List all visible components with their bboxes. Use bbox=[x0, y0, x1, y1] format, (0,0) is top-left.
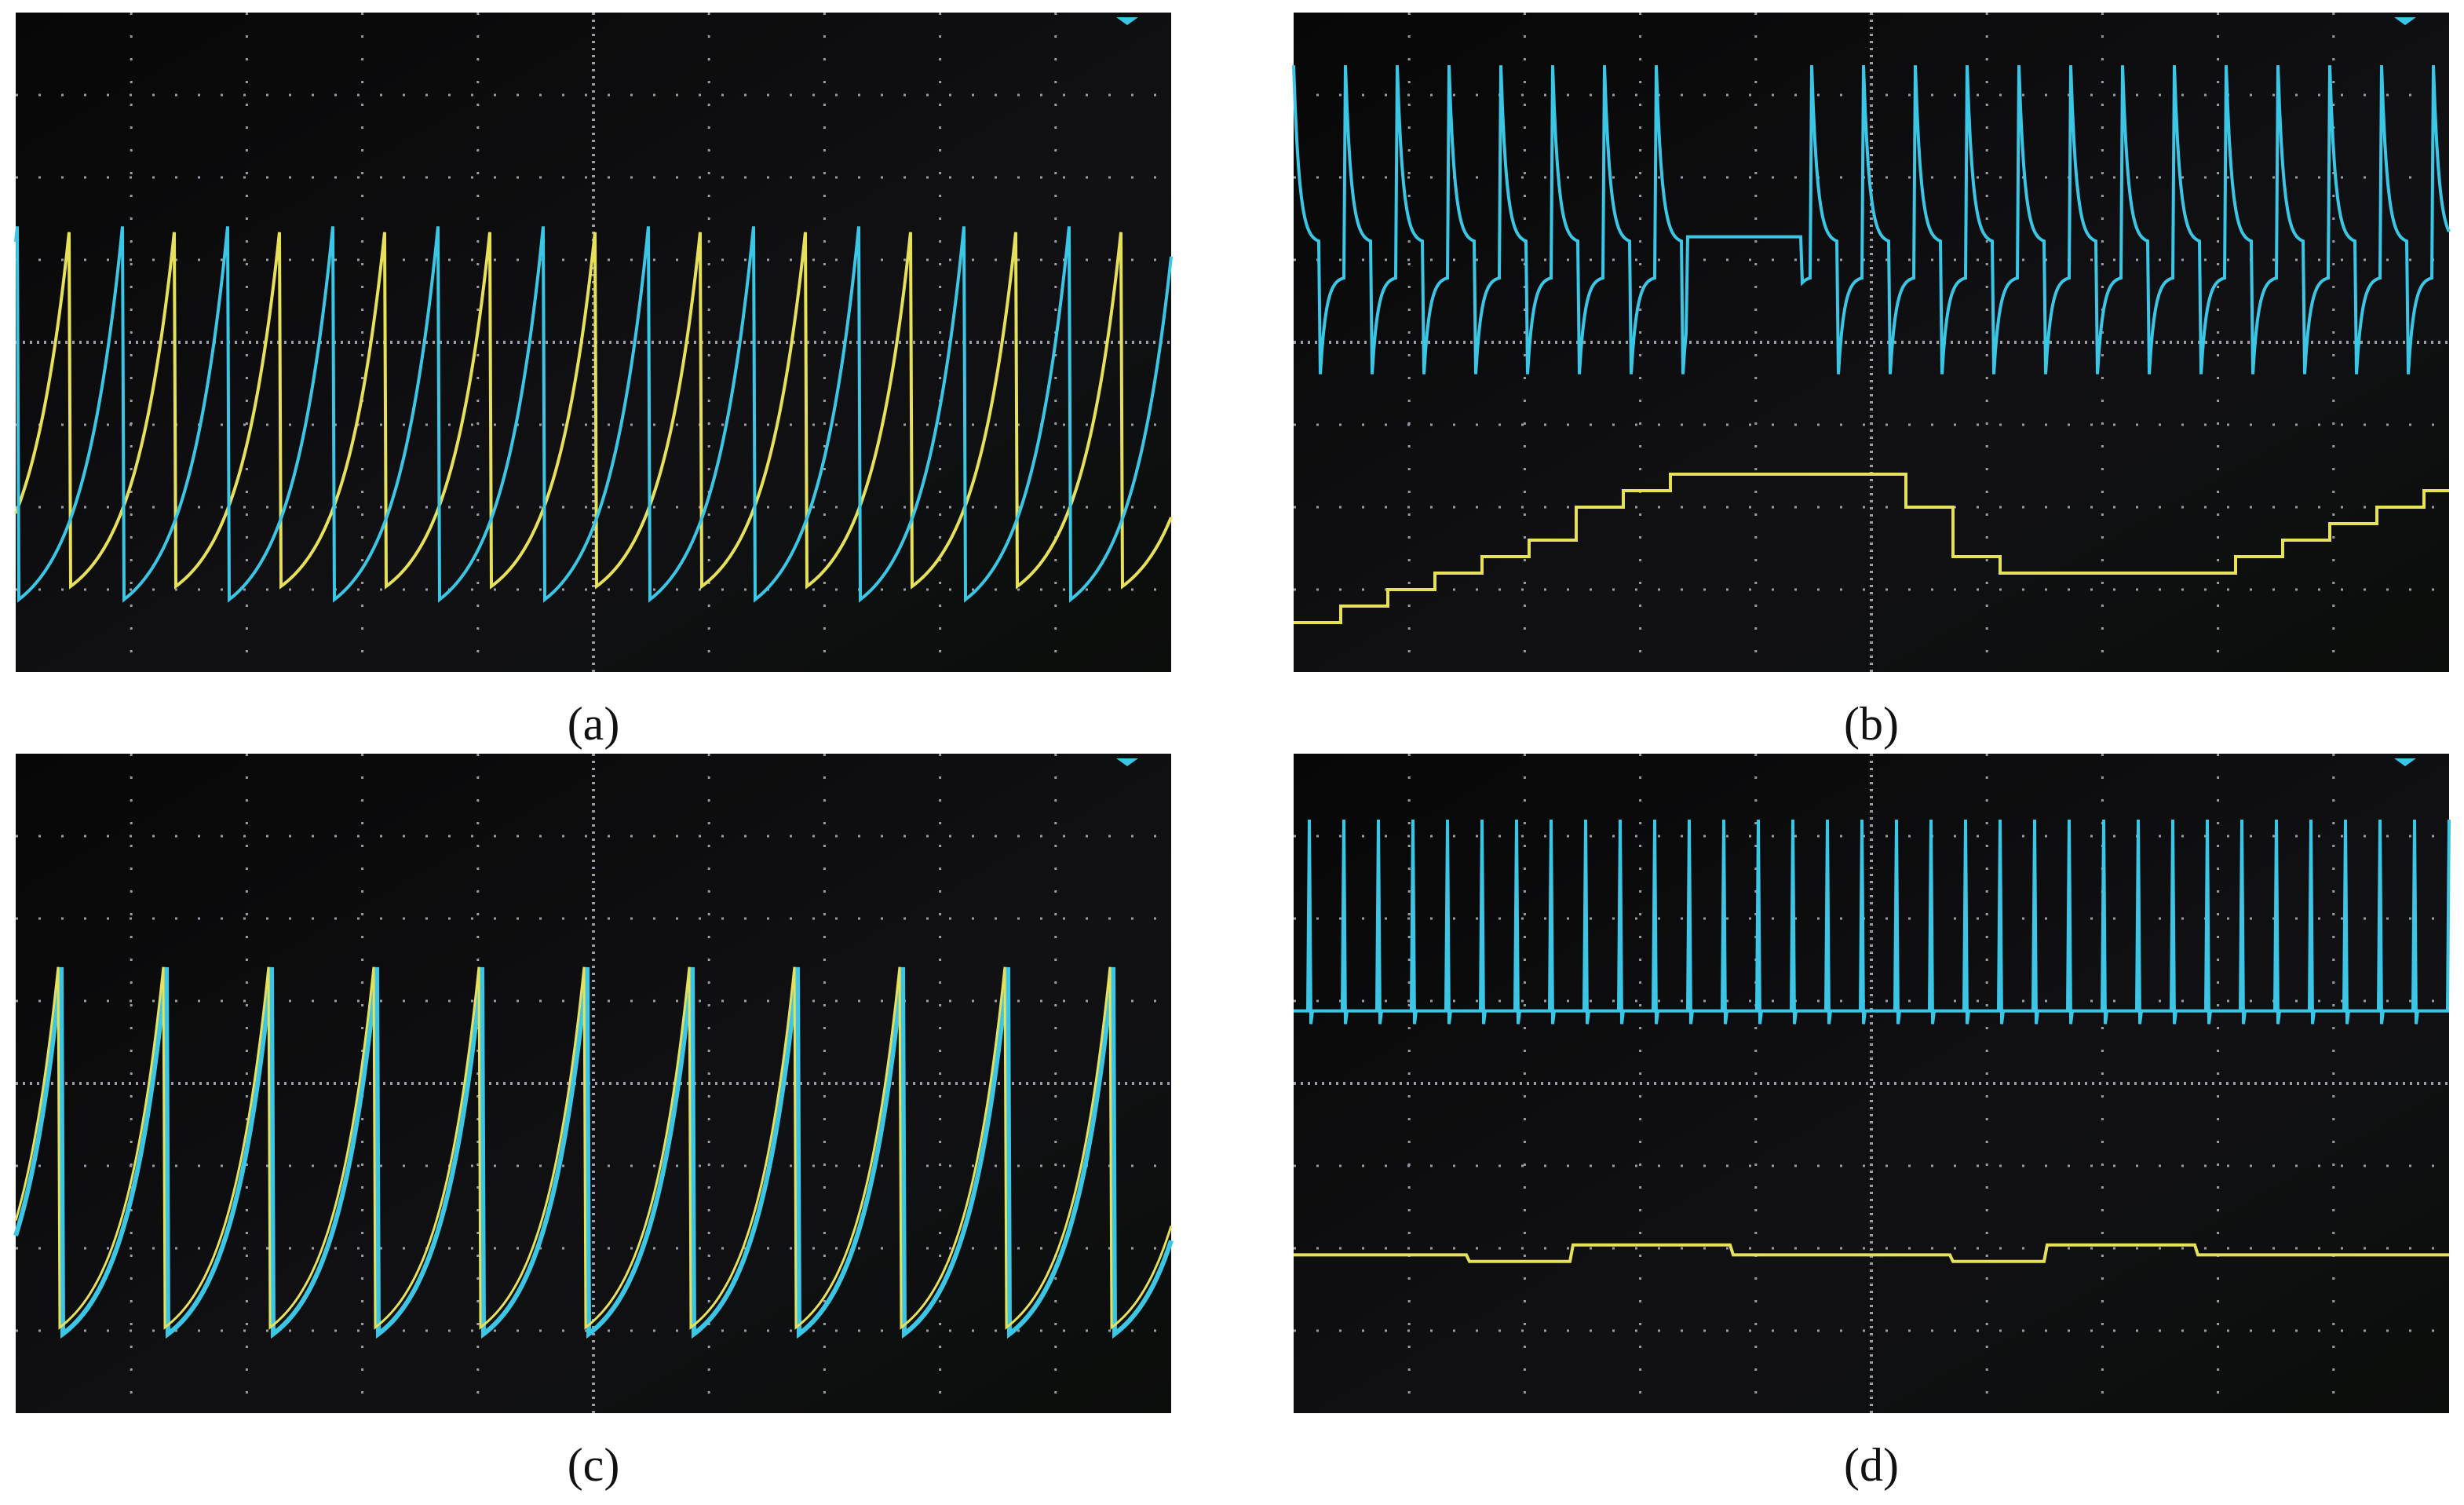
scope-panel bbox=[1292, 13, 2451, 672]
panel-caption: (c) bbox=[568, 1439, 620, 1491]
trace-yellow bbox=[1294, 1243, 2449, 1263]
trace-cyan bbox=[14, 226, 1173, 603]
trace-cyan bbox=[1294, 819, 2451, 1025]
trace-yellow bbox=[1294, 473, 2449, 624]
trace-cyan bbox=[1292, 65, 2451, 374]
trace-yellow bbox=[14, 966, 1173, 1330]
trace-yellow bbox=[14, 232, 1173, 590]
trigger-marker bbox=[2394, 758, 2416, 766]
scope-panel bbox=[14, 13, 1173, 672]
trace-cyan bbox=[13, 966, 1174, 1339]
panel-caption: (d) bbox=[1844, 1439, 1899, 1491]
scope-panel bbox=[13, 754, 1174, 1413]
scope-panel bbox=[1294, 754, 2451, 1413]
trigger-marker bbox=[2394, 17, 2416, 25]
trigger-marker bbox=[1116, 17, 1138, 25]
panel-caption: (b) bbox=[1844, 698, 1899, 750]
trigger-marker bbox=[1116, 758, 1138, 766]
panel-caption: (a) bbox=[568, 698, 620, 750]
